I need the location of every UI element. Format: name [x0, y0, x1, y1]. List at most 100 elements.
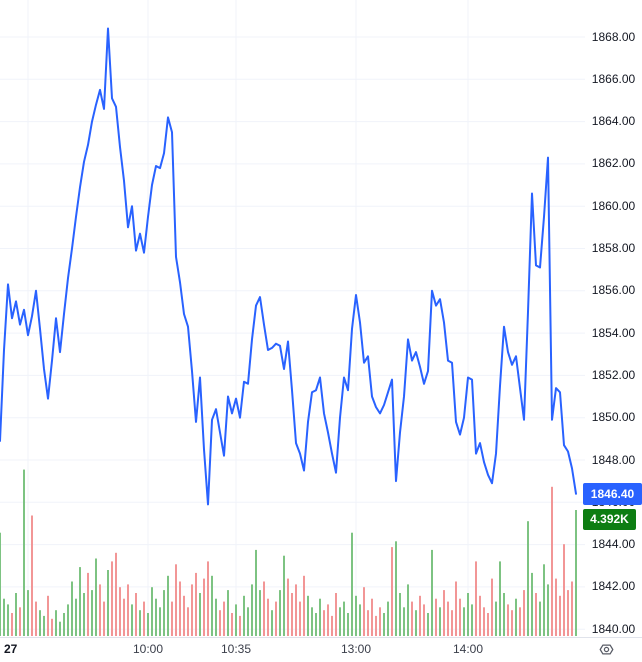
volume-bar: [407, 584, 409, 636]
volume-bar: [87, 572, 89, 636]
volume-bar: [175, 564, 177, 636]
volume-bar: [199, 593, 201, 636]
volume-bar: [375, 615, 377, 636]
volume-bar: [403, 607, 405, 636]
volume-bar: [19, 607, 21, 636]
chart-canvas[interactable]: [0, 0, 585, 637]
volume-bar: [399, 593, 401, 636]
volume-bar: [59, 621, 61, 636]
volume-bar: [123, 598, 125, 636]
volume-bar: [111, 561, 113, 636]
time-axis-label: 10:35: [220, 642, 252, 656]
volume-bar: [231, 613, 233, 636]
volume-bar: [243, 595, 245, 636]
volume-bar: [191, 584, 193, 636]
volume-bar: [535, 593, 537, 636]
volume-bar: [423, 604, 425, 636]
volume-bar: [115, 552, 117, 636]
last-price-badge: 1846.40: [583, 482, 642, 505]
volume-bar: [439, 607, 441, 636]
volume-bar: [519, 607, 521, 636]
axis-settings-gear-icon[interactable]: [598, 641, 615, 658]
volume-bar: [47, 595, 49, 636]
volume-bar: [295, 584, 297, 636]
volume-bar: [307, 595, 309, 636]
volume-bar: [387, 601, 389, 636]
volume-bar: [491, 578, 493, 636]
volume-bar: [147, 613, 149, 636]
price-axis-label: 1868.00: [591, 29, 636, 44]
volume-bar: [203, 578, 205, 636]
volume-bar: [27, 590, 29, 636]
price-axis-label: 1854.00: [591, 325, 636, 340]
volume-bar: [11, 613, 13, 636]
volume-bar: [567, 590, 569, 636]
volume-bar: [267, 598, 269, 636]
volume-bar: [395, 541, 397, 636]
volume-bar: [367, 610, 369, 636]
price-axis-label: 1862.00: [591, 156, 636, 171]
price-axis-label: 1848.00: [591, 452, 636, 467]
volume-bar: [371, 598, 373, 636]
volume-bar: [359, 604, 361, 636]
time-axis-label: 10:00: [132, 642, 164, 656]
vertical-gridlines: [27, 0, 469, 637]
volume-bar: [455, 581, 457, 636]
time-axis[interactable]: 27 10:00 10:35 13:00 14:00: [0, 638, 642, 662]
volume-bar: [75, 598, 77, 636]
volume-bar: [55, 610, 57, 636]
volume-bar: [7, 604, 9, 636]
chart-pane[interactable]: [0, 0, 585, 637]
volume-bar: [143, 601, 145, 636]
volume-bar: [475, 561, 477, 636]
volume-bar: [415, 610, 417, 636]
volume-bar: [471, 604, 473, 636]
volume-bar: [331, 615, 333, 636]
volume-bar: [139, 610, 141, 636]
volume-bar: [251, 584, 253, 636]
volume-bar: [95, 558, 97, 636]
volume-bar: [547, 584, 549, 636]
volume-bar: [499, 561, 501, 636]
volume-bar: [171, 601, 173, 636]
volume-bar: [71, 581, 73, 636]
horizontal-gridlines: [0, 36, 585, 630]
volume-bar: [299, 601, 301, 636]
time-axis-label: 27: [4, 642, 18, 656]
volume-bar: [151, 587, 153, 636]
volume-bar: [291, 593, 293, 636]
volume-badge: 4.392K: [583, 509, 636, 531]
volume-bar: [255, 549, 257, 636]
volume-bar: [339, 607, 341, 636]
price-line: [0, 27, 577, 506]
volume-bar: [131, 604, 133, 636]
volume-bar: [155, 598, 157, 636]
price-axis-label: 1850.00: [591, 410, 636, 425]
axis-separator: [0, 637, 642, 638]
volume-bar: [571, 581, 573, 636]
volume-bar: [527, 521, 529, 636]
volume-bar: [99, 584, 101, 636]
time-axis-label: 14:00: [452, 642, 484, 656]
price-axis[interactable]: 1840.001842.001844.001846.001848.001850.…: [585, 0, 642, 637]
volume-bar: [303, 575, 305, 636]
volume-bar: [427, 613, 429, 636]
volume-bar: [391, 547, 393, 636]
volume-bar: [135, 593, 137, 636]
volume-bars: [0, 469, 577, 636]
volume-bar: [511, 610, 513, 636]
price-axis-label: 1856.00: [591, 283, 636, 298]
volume-bar: [323, 610, 325, 636]
volume-bar: [23, 469, 25, 636]
volume-bar: [531, 572, 533, 636]
volume-bar: [63, 613, 65, 636]
volume-bar: [91, 590, 93, 636]
volume-bar: [119, 587, 121, 636]
volume-bar: [411, 601, 413, 636]
volume-bar: [563, 544, 565, 636]
volume-bar: [431, 549, 433, 636]
volume-bar: [435, 598, 437, 636]
volume-bar: [35, 601, 37, 636]
volume-bar: [347, 613, 349, 636]
volume-bar: [223, 601, 225, 636]
